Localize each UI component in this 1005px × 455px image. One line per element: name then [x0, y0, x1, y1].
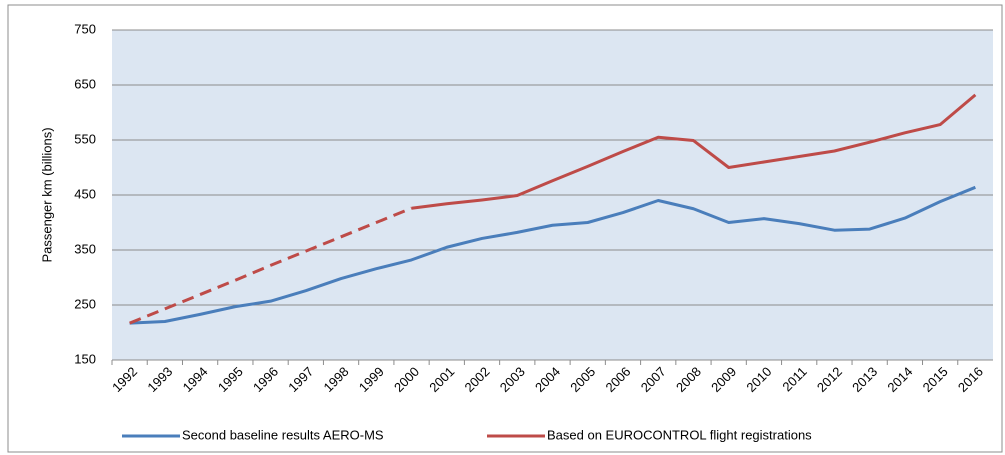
- line-series: [129, 206, 413, 325]
- y-tick-label: 250: [74, 296, 96, 311]
- y-tick-label: 650: [74, 76, 96, 91]
- y-tick-label: 750: [74, 21, 96, 36]
- line-series: [411, 93, 977, 210]
- y-axis-label: Passenger km (billions): [39, 127, 54, 262]
- y-tick-label: 150: [74, 351, 96, 366]
- legend-label: Second baseline results AERO-MS: [182, 427, 384, 442]
- y-tick-label: 450: [74, 186, 96, 201]
- y-tick-label: 550: [74, 131, 96, 146]
- y-tick-label: 350: [74, 241, 96, 256]
- line-series: [129, 185, 976, 325]
- legend-label: Based on EUROCONTROL flight registration…: [547, 427, 812, 442]
